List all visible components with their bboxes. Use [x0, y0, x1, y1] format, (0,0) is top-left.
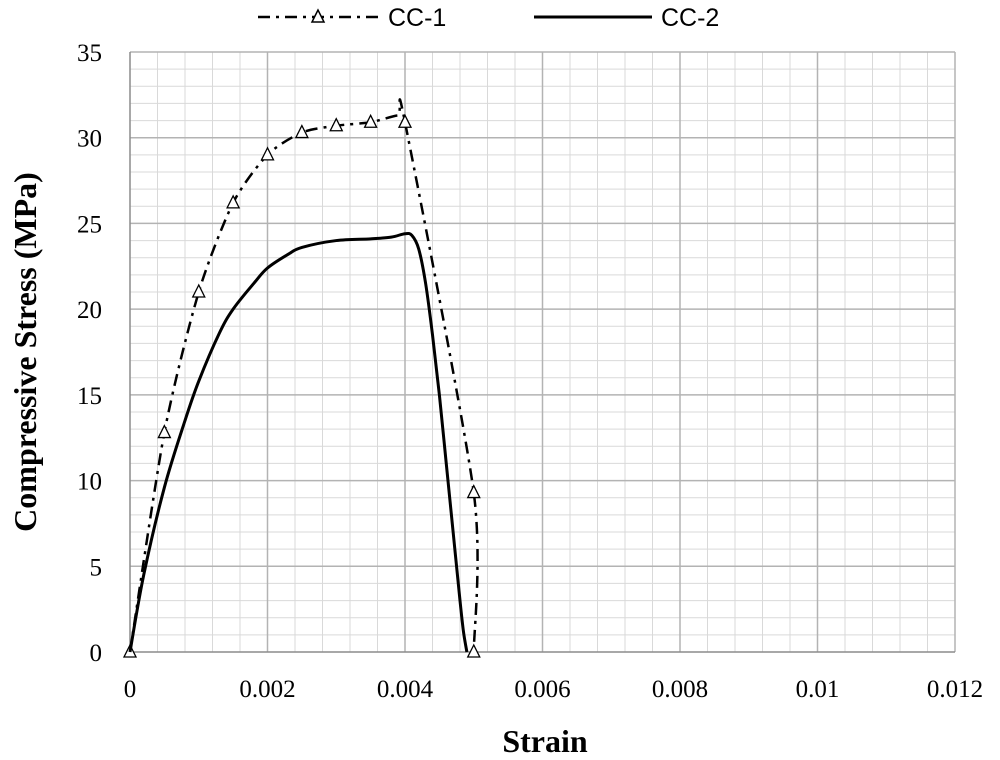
y-tick-label: 25 [77, 211, 102, 238]
legend-marker-cc-1 [310, 8, 326, 23]
data-point-cc-1 [226, 194, 241, 209]
x-tick-label: 0.006 [514, 676, 570, 703]
data-point-cc-1 [191, 283, 206, 298]
legend: CC-1 CC-2 [258, 4, 719, 32]
data-point-cc-1 [397, 113, 413, 128]
data-point-cc-1 [363, 113, 378, 128]
x-tick-labels: 0 0.002 0.004 0.006 0.008 0.01 0.012 [124, 676, 983, 703]
y-tick-label: 30 [77, 126, 102, 153]
x-tick-label: 0.01 [796, 676, 840, 703]
data-point-cc-1 [294, 124, 309, 139]
legend-item-cc-2: CC-2 [534, 4, 719, 32]
y-tick-labels: 0 5 10 15 20 25 30 35 [77, 40, 102, 667]
axes [129, 52, 955, 653]
legend-item-cc-1: CC-1 [258, 4, 446, 32]
data-point-cc-1 [466, 484, 481, 499]
legend-label-cc-1: CC-1 [388, 4, 446, 32]
series-line-cc-1 [128, 98, 479, 653]
y-tick-label: 15 [77, 383, 102, 410]
y-tick-label: 0 [90, 640, 103, 667]
series-layer [122, 98, 481, 658]
y-tick-label: 20 [77, 297, 102, 324]
data-point-cc-1 [466, 643, 481, 658]
x-tick-label: 0 [124, 676, 137, 703]
data-point-cc-1 [329, 117, 344, 132]
x-tick-label: 0.002 [239, 676, 295, 703]
data-point-cc-1 [157, 424, 172, 439]
legend-label-cc-2: CC-2 [661, 4, 719, 32]
x-tick-label: 0.008 [652, 676, 708, 703]
y-tick-label: 35 [77, 40, 102, 67]
x-tick-label: 0.004 [377, 676, 434, 703]
x-tick-label: 0.012 [927, 676, 983, 703]
y-tick-label: 5 [90, 554, 103, 581]
series-line-cc-2 [128, 231, 469, 653]
major-gridlines [130, 51, 956, 652]
data-point-cc-1 [260, 146, 275, 161]
x-axis-title: Strain [502, 723, 588, 759]
y-axis-title: Compressive Stress (MPa) [7, 172, 43, 532]
y-tick-label: 10 [77, 469, 102, 496]
